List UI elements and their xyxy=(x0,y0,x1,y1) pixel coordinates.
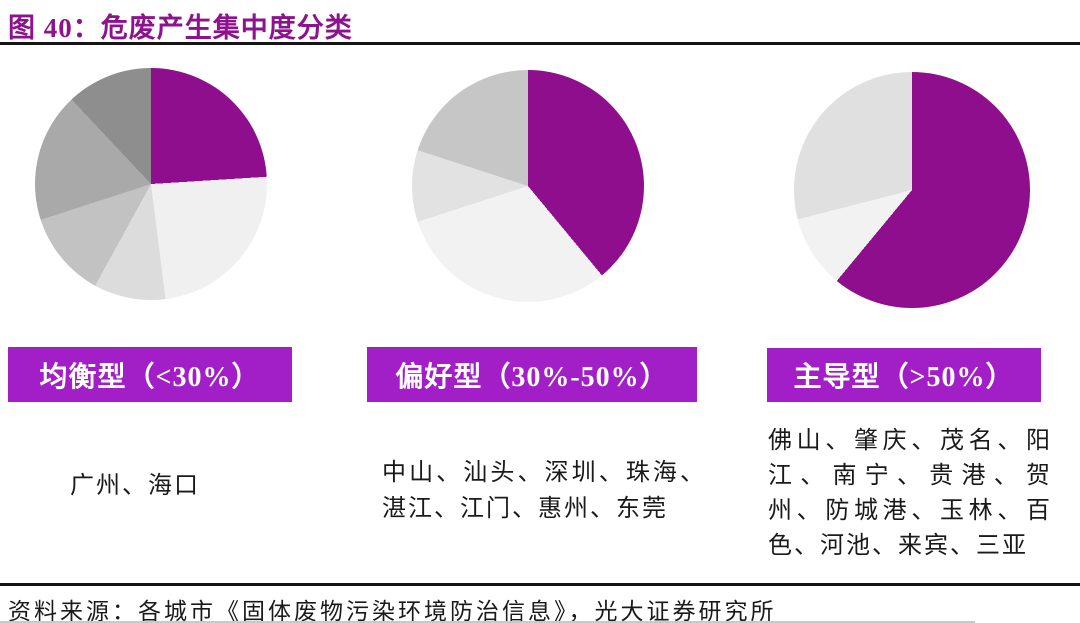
source-note: 资料来源：各城市《固体废物污染环境防治信息》，光大证券研究所 xyxy=(8,599,777,623)
category-label-text: 均衡型（<30%） xyxy=(39,361,261,393)
figure-title: 图 40：危废产生集中度分类 xyxy=(8,13,353,43)
city-list-balanced: 广州、海口 xyxy=(70,473,200,499)
pie-chart-preference xyxy=(412,70,644,302)
footer-divider xyxy=(0,583,1080,586)
pie-chart-balanced xyxy=(35,68,267,300)
category-label-dominant: 主导型（>50%） xyxy=(767,348,1041,402)
pie-chart-dominant xyxy=(794,72,1030,308)
city-list-dominant: 佛山、肇庆、茂名、阳江、南宁、贵港、贺州、防城港、玉林、百色、河池、来宾、三亚 xyxy=(768,428,1052,559)
city-list-preference: 中山、汕头、深圳、珠海、湛江、江门、惠州、东莞 xyxy=(382,460,706,522)
category-label-balanced: 均衡型（<30%） xyxy=(8,347,292,402)
category-label-text: 主导型（>50%） xyxy=(793,362,1015,393)
title-divider xyxy=(0,42,1080,45)
category-label-preference: 偏好型（30%-50%） xyxy=(367,347,697,402)
bottom-crop-line xyxy=(0,621,975,623)
category-label-text: 偏好型（30%-50%） xyxy=(395,361,669,393)
